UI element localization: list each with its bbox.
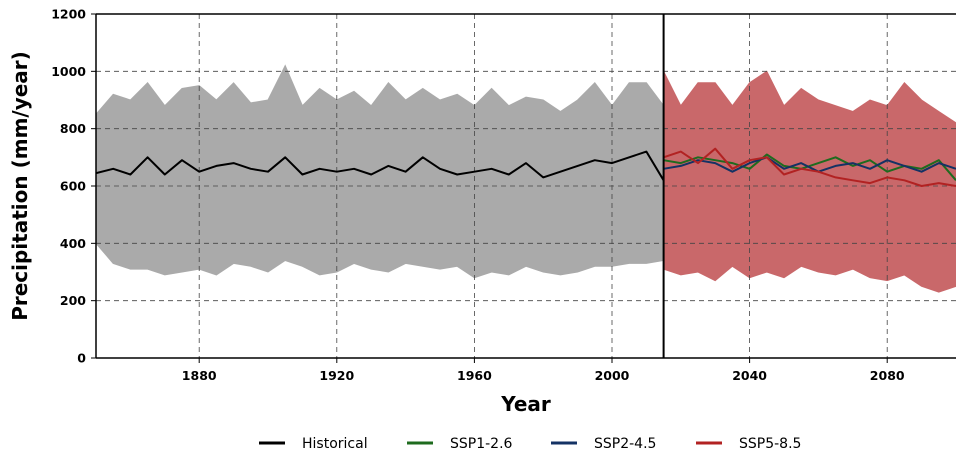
y-tick-label: 400 (60, 236, 86, 251)
series-line-ssp5-8-5 (663, 147, 956, 187)
y-tick-label: 800 (60, 121, 86, 136)
grid-lines (96, 14, 956, 358)
range-bands (96, 64, 956, 293)
y-tick-label: 600 (60, 179, 86, 194)
legend-label-3: SSP5-8.5 (739, 436, 801, 452)
series-line-ssp2-4-5 (663, 156, 956, 173)
x-tick-label: 2000 (595, 368, 630, 383)
y-tick-label: 1000 (51, 64, 86, 79)
x-tick-label: 1920 (319, 368, 354, 383)
tick-labels: 1880 1920 1960 2000 2040 2080 0 200 400 600 800 100… (51, 7, 905, 384)
x-tick-label: 1960 (457, 368, 492, 383)
y-axis-title: Precipitation (mm/year) (8, 51, 32, 321)
range-band-1 (663, 70, 956, 293)
y-tick-label: 0 (77, 351, 86, 366)
y-tick-label: 1200 (51, 7, 86, 22)
series-line-historical (96, 150, 665, 181)
legend: Historical SSP1-2.6 SSP2-4.5 SSP5-8.5 (259, 436, 801, 452)
legend-label-0: Historical (302, 436, 368, 452)
legend-label-1: SSP1-2.6 (450, 436, 513, 452)
x-tick-label: 1880 (182, 368, 217, 383)
y-tick-label: 200 (60, 293, 86, 308)
x-tick-label: 2040 (732, 368, 767, 383)
x-tick-label: 2080 (870, 368, 905, 383)
x-axis-title: Year (500, 392, 551, 416)
series-lines (96, 147, 956, 187)
legend-label-2: SSP2-4.5 (594, 436, 656, 452)
range-band-0 (96, 64, 665, 279)
